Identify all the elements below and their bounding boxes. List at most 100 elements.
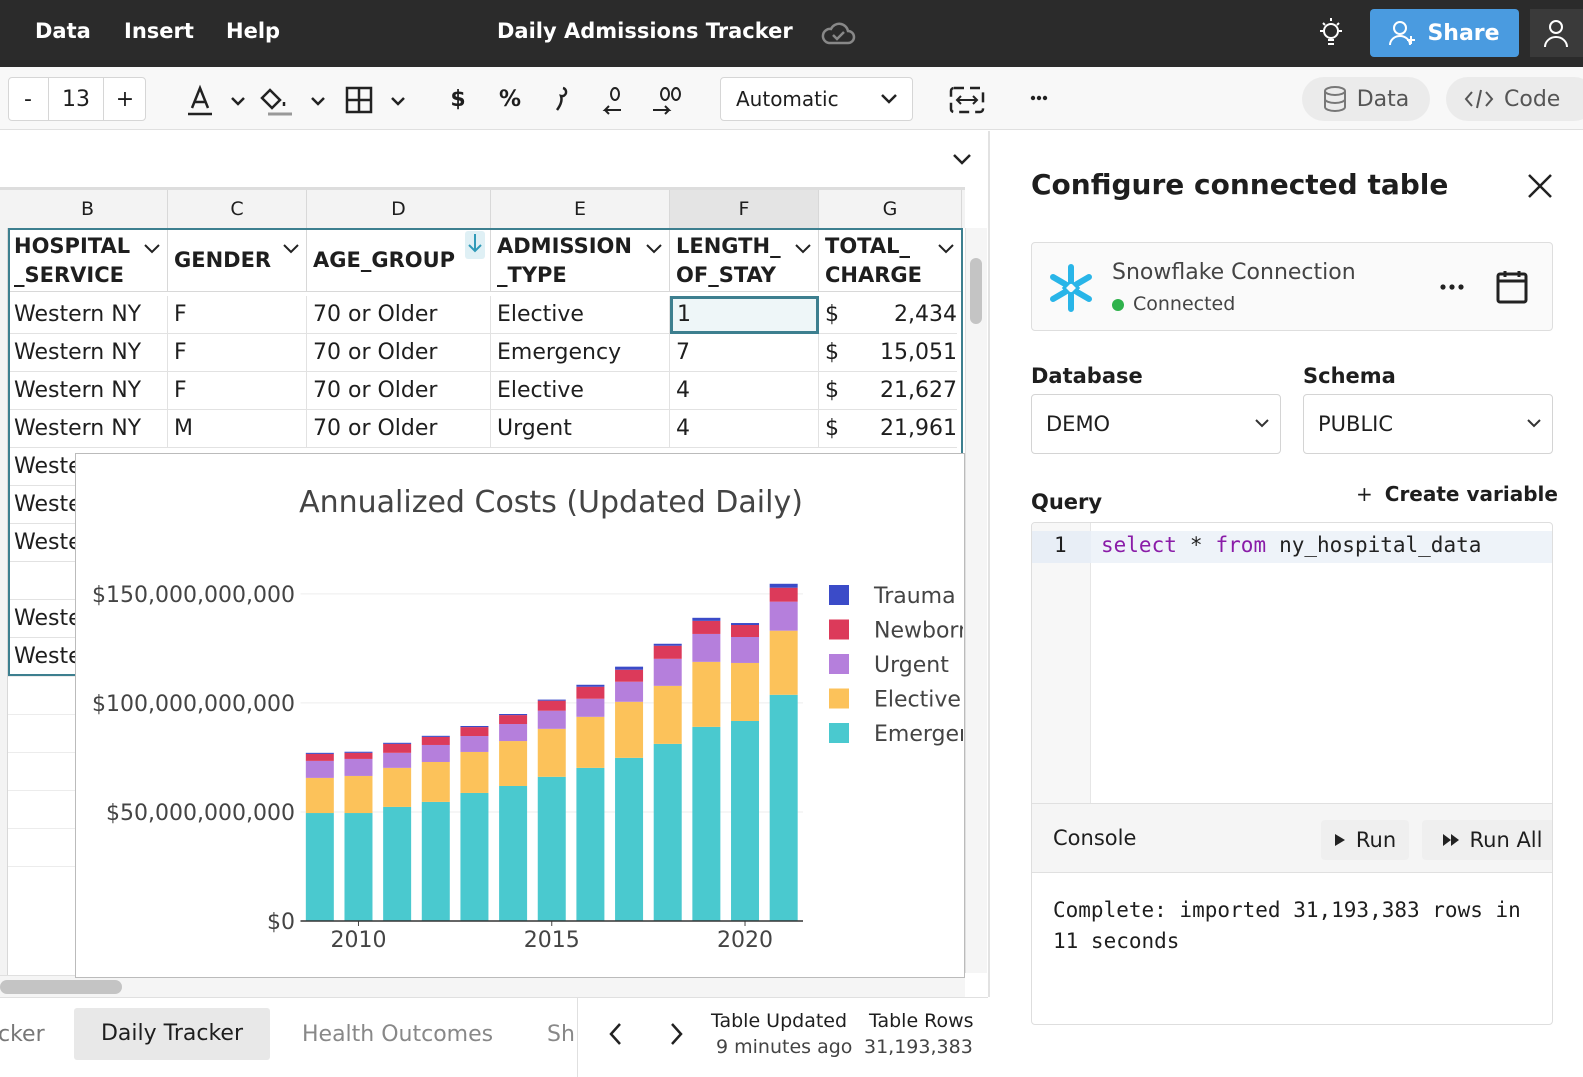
database-icon	[1323, 85, 1347, 113]
console-label: Console	[1053, 826, 1136, 850]
status-area: Table Updated 9 minutes ago Table Rows 3…	[577, 998, 988, 1077]
query-editor[interactable]: 1 select*fromny_hospital_data Console Ru…	[1031, 522, 1553, 1025]
user-button[interactable]	[1530, 9, 1583, 57]
bar-segment	[654, 744, 682, 921]
tab-nav[interactable]	[604, 1020, 684, 1048]
panel-title: Configure connected table	[1031, 168, 1448, 201]
chart: Annualized Costs (Updated Daily)$0$50,00…	[76, 454, 963, 976]
doc-title[interactable]: Daily Admissions Tracker	[497, 19, 793, 43]
menu-item[interactable]: Data	[35, 19, 91, 43]
number-icons	[545, 80, 685, 120]
bar-segment	[499, 741, 527, 786]
bar-segment	[306, 754, 334, 761]
user-icon	[1530, 9, 1570, 57]
bar-segment	[731, 637, 759, 663]
data-tab[interactable]: Data	[1302, 77, 1430, 121]
bar-segment	[770, 588, 798, 602]
code-token: ny_hospital_data	[1279, 533, 1481, 557]
bar-segment	[460, 726, 488, 727]
bar-segment	[538, 777, 566, 921]
chevron	[1254, 418, 1270, 430]
bar-segment	[615, 702, 643, 758]
bar-segment	[654, 644, 682, 646]
x-tick-label: 2010	[330, 928, 386, 953]
snowflake-icon	[1044, 261, 1098, 315]
code-tab-label: Code	[1504, 87, 1560, 112]
column-letter: E	[491, 190, 670, 228]
sheet-tab-active[interactable]: Daily Tracker	[74, 1008, 270, 1060]
sheet-tab[interactable]: cker	[0, 1022, 45, 1047]
bar-segment	[538, 700, 566, 701]
rows-label: Table Rows	[869, 1010, 974, 1032]
top-bar: Data Insert Help Daily Admissions Tracke…	[0, 0, 1583, 67]
create-variable[interactable]: +Create variable	[1356, 482, 1558, 506]
bar-segment	[576, 687, 604, 699]
bar-segment	[344, 753, 372, 759]
run-button[interactable]: Run	[1321, 820, 1409, 860]
bar-segment	[615, 682, 643, 702]
bar-segment	[731, 623, 759, 625]
sheet-tab[interactable]: Health Outcomes	[302, 1022, 493, 1047]
sheet-tab[interactable]: Sh	[547, 1022, 575, 1047]
query-label: Query	[1031, 490, 1102, 514]
increase-button[interactable]: +	[104, 77, 146, 121]
expand-chevron[interactable]	[952, 151, 972, 167]
h-scrollbar[interactable]	[0, 975, 965, 997]
percent-button[interactable]: %	[492, 77, 528, 121]
schedule-icon[interactable]	[1495, 269, 1529, 305]
bar-segment	[422, 745, 450, 762]
y-tick-label: $100,000,000,000	[92, 692, 295, 717]
y-tick-label: $50,000,000,000	[106, 801, 295, 826]
rows-value: 31,193,383	[864, 1036, 973, 1058]
legend-swatch	[829, 620, 849, 640]
v-scrollbar[interactable]	[965, 228, 987, 973]
bar-segment	[460, 752, 488, 793]
format-select[interactable]: Automatic	[720, 77, 913, 121]
share-button[interactable]: Share	[1370, 9, 1519, 57]
column-letter: G	[819, 190, 962, 228]
fast-forward-icon	[1442, 833, 1460, 847]
database-value: DEMO	[1046, 412, 1110, 436]
footer: cker Daily Tracker Health Outcomes Sh Ta…	[0, 997, 988, 1077]
bar-segment	[344, 752, 372, 753]
bar-segment	[344, 759, 372, 776]
run-label: Run	[1356, 828, 1396, 852]
data-tab-label: Data	[1357, 87, 1410, 112]
bar-segment	[383, 753, 411, 768]
legend-swatch	[829, 654, 849, 674]
v-scroll-thumb[interactable]	[970, 258, 982, 324]
decrease-button[interactable]: -	[8, 77, 48, 121]
connection-menu[interactable]	[1437, 279, 1467, 295]
bar-segment	[770, 631, 798, 695]
font-size[interactable]: 13	[48, 77, 104, 121]
share-label: Share	[1427, 21, 1499, 46]
menu-item[interactable]: Insert	[124, 19, 194, 43]
code-token: select	[1101, 533, 1177, 557]
menu-item[interactable]: Help	[226, 19, 280, 43]
run-all-button[interactable]: Run All	[1422, 820, 1553, 860]
idea-icon[interactable]	[1316, 16, 1346, 50]
currency-button[interactable]: $	[440, 77, 476, 121]
bar-segment	[770, 602, 798, 631]
bar-segment	[499, 714, 527, 715]
bar-segment	[731, 721, 759, 921]
bar-segment	[731, 625, 759, 637]
close-button[interactable]	[1527, 173, 1553, 199]
bar-segment	[615, 667, 643, 670]
connection-status: Connected	[1133, 293, 1235, 315]
schema-value: PUBLIC	[1318, 412, 1393, 436]
h-scroll-thumb[interactable]	[0, 980, 122, 994]
panel-divider	[988, 131, 990, 997]
bar-segment	[692, 618, 720, 621]
bar-segment	[383, 743, 411, 744]
schema-label: Schema	[1303, 364, 1396, 388]
bar-segment	[422, 736, 450, 737]
sheet: BHOSPITAL _SERVICECGENDERDAGE_GROUPEADMI…	[0, 131, 988, 997]
bar-segment	[344, 813, 372, 921]
row-gutter	[0, 228, 8, 975]
code-tab[interactable]: Code	[1446, 77, 1583, 121]
database-select[interactable]: DEMO	[1031, 394, 1281, 454]
bar-segment	[499, 786, 527, 921]
schema-select[interactable]: PUBLIC	[1303, 394, 1553, 454]
bar-segment	[654, 686, 682, 744]
